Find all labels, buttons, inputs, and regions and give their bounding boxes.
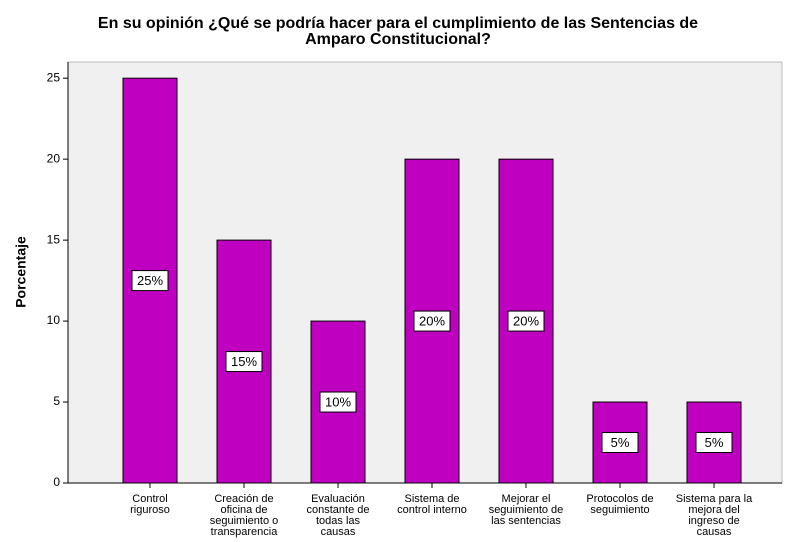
y-axis-label: Porcentaje [13, 236, 29, 308]
value-label-box [601, 432, 639, 454]
x-tick-label: Sistema para la mejora del ingreso de causa… [676, 493, 753, 538]
value-label: 5% [611, 435, 630, 450]
y-tick-label: 15 [47, 232, 61, 246]
x-tick-label: Mejorar el seguimiento de las sentencias [489, 493, 564, 527]
value-label: 5% [705, 435, 724, 450]
x-tick-label: Control riguroso [130, 493, 170, 516]
y-tick-label: 0 [53, 475, 60, 489]
y-tick-label: 20 [47, 151, 61, 165]
value-label: 20% [419, 314, 445, 329]
y-tick-label: 10 [47, 313, 61, 327]
chart-title: En su opinión ¿Qué se podría hacer para … [98, 15, 698, 32]
value-label: 25% [137, 273, 163, 288]
value-label-box [413, 310, 451, 332]
x-tick-label: Sistema de control interno [397, 493, 467, 516]
value-label-box [507, 310, 545, 332]
value-label-box [225, 351, 263, 373]
y-tick-label: 25 [47, 70, 61, 84]
x-tick-label: Protocolos de seguimiento [586, 493, 653, 516]
value-label-box [319, 391, 357, 413]
x-tick-label: Creación de oficina de seguimiento o transp… [210, 493, 279, 538]
value-label-box [695, 432, 733, 454]
y-tick-label: 5 [53, 394, 60, 408]
x-tick-label: Evaluación constante de todas las causas [307, 493, 370, 538]
value-label: 20% [513, 314, 539, 329]
value-label: 10% [325, 394, 351, 409]
value-label: 15% [231, 354, 257, 369]
value-label-box [131, 270, 169, 292]
chart-title: Amparo Constitucional? [305, 31, 491, 48]
